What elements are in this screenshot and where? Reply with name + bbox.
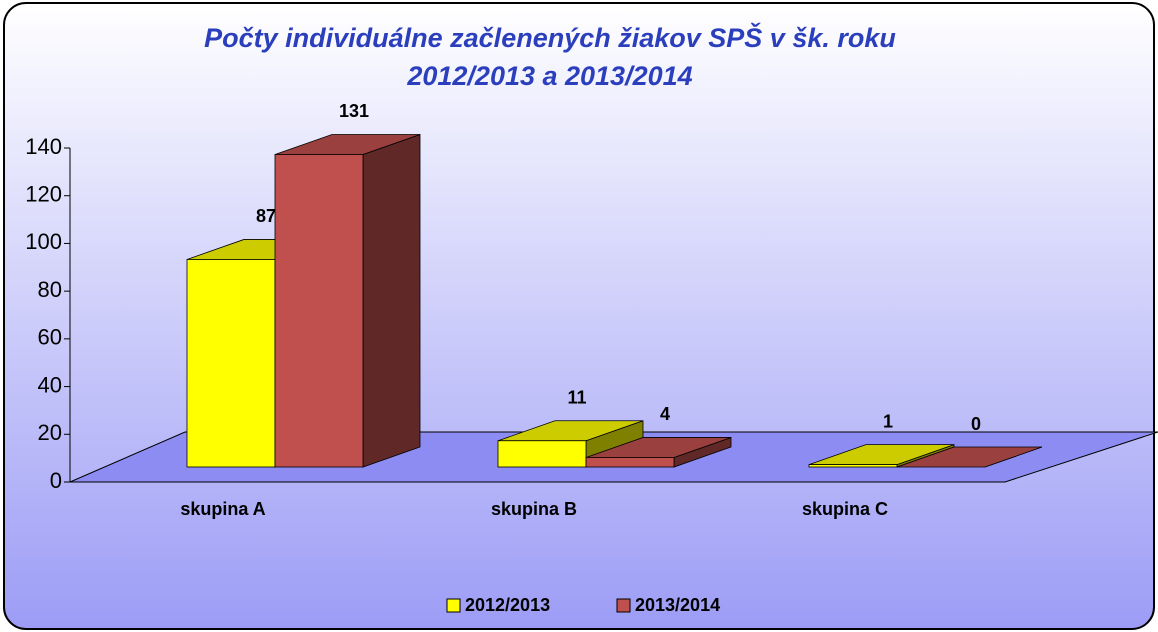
- legend-swatch: [446, 598, 461, 613]
- chart-frame: [3, 2, 1155, 630]
- y-tick-label: 140: [25, 134, 62, 159]
- x-tick-label: skupina B: [491, 499, 577, 519]
- bar-side: [362, 133, 421, 468]
- y-tick-label: 0: [50, 468, 62, 493]
- bar: [186, 259, 276, 468]
- chart-title: Počty individuálne začlenených žiakov SP…: [204, 22, 896, 53]
- bar: [585, 457, 675, 468]
- legend-label: 2013/2014: [635, 595, 720, 615]
- y-tick-label: 100: [25, 229, 62, 254]
- y-tick-label: 120: [25, 182, 62, 207]
- legend-label: 2012/2013: [465, 595, 550, 615]
- bar: [274, 154, 364, 468]
- data-label: 11: [567, 388, 586, 408]
- data-label: 4: [660, 404, 670, 424]
- bar: [497, 440, 587, 468]
- bar-top: [896, 446, 1043, 468]
- data-label: 0: [971, 414, 981, 434]
- x-tick-label: skupina A: [180, 499, 265, 519]
- y-tick-label: 20: [38, 420, 62, 445]
- y-tick-label: 40: [38, 372, 62, 397]
- data-label: 1: [883, 411, 893, 431]
- y-tick-label: 80: [38, 277, 62, 302]
- y-tick-label: 60: [38, 325, 62, 350]
- bar: [808, 464, 898, 468]
- data-label: 87: [256, 206, 276, 226]
- data-label: 131: [339, 101, 369, 121]
- x-tick-label: skupina C: [802, 499, 888, 519]
- chart-title: 2012/2013 a 2013/2014: [406, 61, 692, 91]
- legend-swatch: [616, 598, 631, 613]
